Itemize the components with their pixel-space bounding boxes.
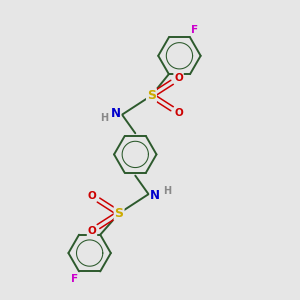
Text: O: O [174,73,183,83]
Text: N: N [150,189,160,202]
Text: F: F [190,25,198,35]
Text: O: O [174,108,183,118]
Text: H: H [100,113,108,123]
Text: S: S [147,89,156,102]
Text: O: O [88,226,96,236]
Text: F: F [71,274,79,284]
Text: N: N [110,107,121,120]
Text: O: O [88,190,96,201]
Text: H: H [163,186,171,196]
Text: S: S [115,207,124,220]
